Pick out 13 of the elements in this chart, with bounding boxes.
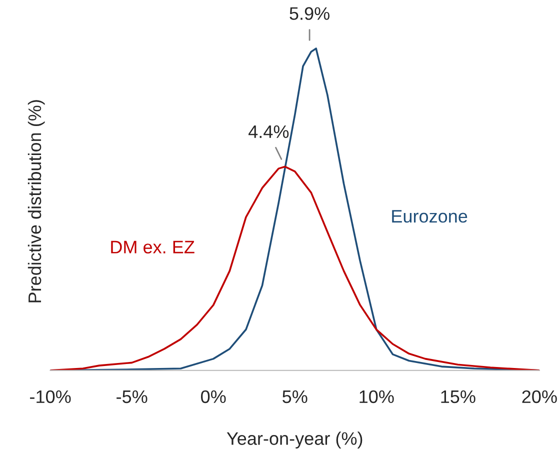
x-tick-label: 0% [201, 390, 226, 404]
text: Eurozone [392, 210, 468, 223]
text: DM ex. EZ [111, 240, 194, 254]
y-axis-title: Predictive distribution (%) [28, 100, 45, 302]
x-tick-label: -10% [30, 390, 71, 404]
x-axis-title: Year-on-year (%) [226, 432, 362, 449]
x-tick-label: 10% [360, 390, 394, 404]
x-tick-label: 15% [441, 390, 476, 404]
annotation: 5.9% [290, 7, 330, 20]
x-tick-label: 5% [282, 390, 308, 404]
x-tick-label: -5% [116, 390, 148, 404]
annotation: 4.4% [248, 125, 289, 138]
x-tick-label: 20% [522, 390, 557, 404]
